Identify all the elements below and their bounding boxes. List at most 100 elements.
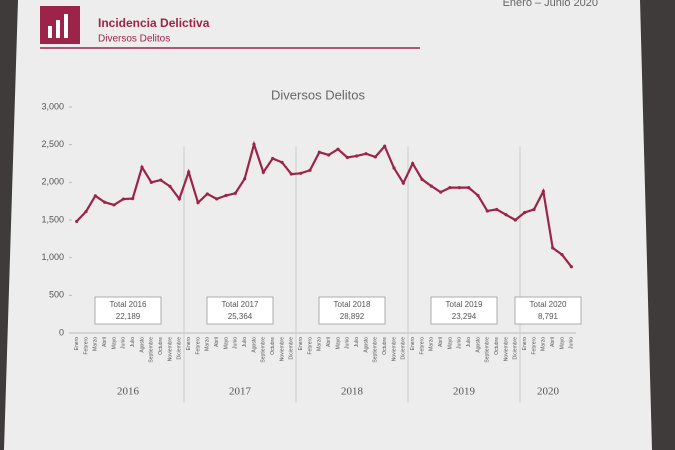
y-tick-label: 2,500 (41, 139, 64, 149)
total-value: 8,791 (538, 312, 559, 321)
total-label: Total 2016 (110, 300, 147, 309)
x-tick-label: Junio (457, 337, 463, 349)
header-subtitle: Diversos Delitos (98, 34, 170, 45)
point (401, 181, 405, 185)
x-tick-label: Septiembre (261, 337, 267, 363)
total-box (94, 296, 162, 325)
x-tick-label: Octubre (494, 337, 500, 355)
point (121, 197, 125, 201)
point (513, 218, 517, 222)
total-value: 23,294 (452, 312, 477, 321)
x-tick-label: Diciembre (177, 337, 183, 360)
point (224, 193, 228, 198)
x-tick-label: Noviembre (279, 337, 285, 361)
point (308, 168, 312, 172)
x-tick-label: Enero (74, 337, 80, 351)
point (168, 184, 172, 189)
logo-bar (56, 20, 60, 38)
y-tick-label: 500 (49, 290, 64, 300)
x-tick-label: Febrero (307, 337, 313, 355)
x-tick-label: Abril (326, 337, 332, 347)
x-tick-label: Diciembre (401, 337, 407, 360)
total-label: Total 2017 (222, 300, 259, 309)
year-label: 2016 (117, 386, 140, 398)
year-label: 2017 (229, 386, 252, 398)
point (280, 160, 284, 164)
point (317, 150, 321, 154)
point (495, 207, 499, 212)
point (215, 197, 219, 201)
point (271, 156, 275, 161)
x-tick-label: Mayo (559, 337, 565, 349)
total-box (206, 296, 274, 325)
x-tick-label: Noviembre (503, 337, 509, 361)
point (84, 209, 88, 214)
x-tick-label: Mayo (111, 337, 117, 349)
year-label: 2019 (453, 386, 476, 398)
point (187, 170, 191, 174)
point (159, 178, 163, 182)
x-tick-label: Mayo (447, 337, 453, 349)
point (336, 147, 340, 151)
point (93, 194, 97, 198)
total-label: Total 2020 (530, 300, 567, 309)
point (131, 197, 135, 201)
point (75, 219, 79, 224)
point (457, 186, 461, 190)
point (411, 161, 415, 166)
point (177, 197, 181, 201)
x-tick-label: Diciembre (513, 337, 519, 360)
point (504, 213, 508, 217)
x-tick-label: Abril (102, 337, 108, 347)
point (289, 172, 293, 176)
logo-bar (48, 26, 52, 38)
x-tick-label: Junio (569, 337, 575, 349)
point (355, 154, 359, 158)
x-tick-label: Enero (186, 337, 192, 351)
x-tick-label: Mayo (223, 337, 229, 349)
point (243, 177, 247, 181)
x-tick-label: Junio (233, 337, 239, 349)
x-tick-label: Diciembre (289, 337, 295, 360)
point (476, 193, 480, 198)
total-box (514, 296, 582, 325)
point (373, 155, 377, 159)
point (383, 144, 387, 148)
x-tick-label: Febrero (83, 337, 89, 355)
x-tick-label: Septiembre (485, 337, 491, 363)
x-tick-label: Junio (121, 337, 127, 349)
y-tick-label: 1,500 (41, 214, 64, 224)
x-tick-label: Julio (130, 337, 136, 348)
point (345, 155, 349, 160)
x-tick-label: Octubre (158, 337, 164, 355)
point (205, 192, 209, 196)
point (467, 186, 471, 190)
point (103, 200, 107, 204)
point (299, 171, 303, 175)
year-label: 2020 (537, 386, 560, 398)
point (140, 165, 144, 169)
point (551, 246, 555, 250)
x-tick-label: Febrero (419, 337, 425, 355)
point (485, 209, 489, 213)
point (112, 203, 116, 207)
point (429, 184, 433, 188)
x-tick-label: Abril (438, 337, 444, 347)
y-tick-label: 1,000 (41, 252, 64, 262)
x-tick-label: Noviembre (167, 337, 173, 361)
x-tick-label: Enero (298, 337, 304, 351)
x-tick-label: Octubre (382, 337, 388, 355)
x-tick-label: Julio (466, 337, 472, 348)
x-tick-label: Abril (214, 337, 220, 347)
x-tick-label: Octubre (270, 337, 276, 355)
point (560, 253, 564, 257)
x-tick-label: Enero (410, 337, 416, 351)
total-label: Total 2019 (446, 300, 483, 309)
total-label: Total 2018 (334, 300, 371, 309)
total-value: 28,892 (340, 312, 365, 321)
x-tick-label: Septiembre (149, 337, 155, 363)
point (392, 166, 396, 170)
x-tick-label: Marzo (205, 337, 211, 351)
point (233, 191, 237, 195)
